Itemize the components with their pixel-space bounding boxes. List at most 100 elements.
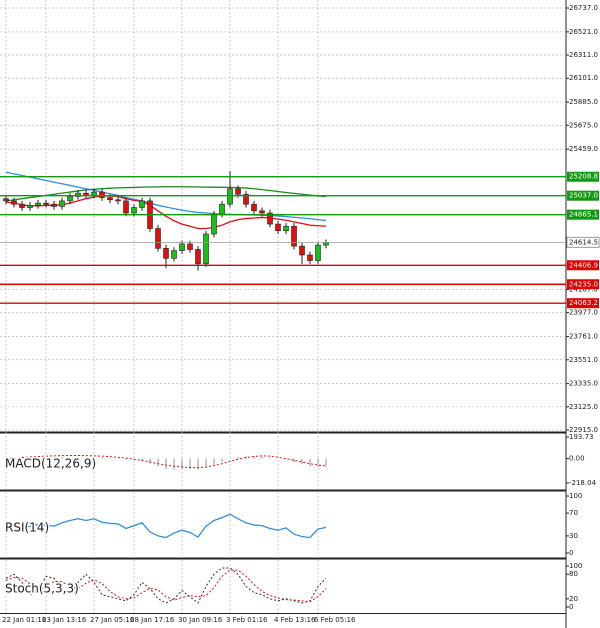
y-tick-label: 26311.0 [569,51,598,59]
y-tick-label: 25675.0 [569,121,598,129]
histogram-bar [237,456,239,459]
y-tick-label: 26101.0 [569,74,598,82]
x-tick-label: 27 Jan 05:16 [90,616,135,624]
histogram-bar [197,458,199,470]
histogram-bar [157,458,159,467]
last-price-box [566,236,600,248]
candle-body [19,203,25,208]
histogram-bar [141,458,143,461]
y-tick-label: 193.73 [569,433,594,441]
candle-body [251,203,257,212]
candle-body [155,228,161,249]
x-tick-label: 30 Jan 09:16 [178,616,223,624]
y-tick-label: 22915.0 [569,426,598,434]
y-tick-label: 23125.0 [569,403,598,411]
y-tick-label: 0 [569,549,573,557]
x-tick-label: 23 Jan 13:16 [42,616,87,624]
candle-body [243,193,249,205]
y-tick-label: 23335.0 [569,380,598,388]
candle-body [195,249,201,265]
candle-body [107,197,113,201]
histogram-bar [213,458,215,465]
histogram-bar [285,458,287,460]
y-tick-label: 23977.0 [569,309,598,317]
candle-body [211,213,217,235]
candle-body [91,191,97,196]
histogram-bar [109,457,111,459]
y-tick-label: 20 [569,595,578,603]
histogram-bar [69,457,71,459]
y-tick-label: 26521.0 [569,28,598,36]
histogram-bar [173,458,175,470]
level-label: 25037.0 [569,192,598,200]
y-tick-label: 100 [569,562,582,570]
histogram-bar [325,458,327,467]
candle-body [163,248,169,259]
y-tick-label: 26737.0 [569,4,598,12]
level-label: 25208.8 [569,173,598,181]
level-label-box [567,190,599,201]
x-tick-label: 4 Feb 13:16 [274,616,316,624]
histogram-bar [37,457,39,459]
level-label-box [567,279,599,290]
y-tick-label: 23761.0 [569,333,598,341]
candle-body [203,233,209,265]
x-tick-label: 3 Feb 01:16 [226,616,268,624]
indicator-line [5,513,327,539]
level-label: 24235.0 [569,280,598,288]
candle-body [179,243,185,251]
histogram-bar [85,456,87,459]
histogram-bar [77,456,79,459]
histogram-bar [269,457,271,459]
panel-title: Stoch(5,3,3) [5,582,79,596]
level-label: 24865.1 [569,211,598,219]
candle-body [123,200,129,214]
candle-body [259,210,265,214]
level-label-box [567,298,599,309]
histogram-bar [261,456,263,459]
candle-body [171,250,177,259]
histogram-bar [125,458,127,460]
histogram-bar [293,458,295,462]
level-label-box [567,209,599,220]
candle-body [323,242,329,246]
histogram-bar [45,457,47,459]
candle-body [51,203,57,207]
indicator-line [5,569,327,603]
candle-body [291,225,297,247]
y-tick-label: 24187.0 [569,286,598,294]
histogram-bar [53,457,55,459]
x-tick-label: 6 Feb 05:16 [314,616,356,624]
candle-body [11,200,17,205]
y-tick-label: 25459.0 [569,145,598,153]
histogram-bar [101,457,103,459]
level-label-box [567,260,599,271]
candle-body [275,223,281,232]
y-tick-label: 100 [569,492,582,500]
histogram-bar [221,458,223,462]
y-tick-label: -218.04 [569,479,597,487]
level-label-box [567,171,599,182]
candle-body [59,200,65,207]
candle-body [99,191,105,198]
y-tick-label: 0 [569,603,573,611]
candle-body [307,254,313,261]
y-tick-label: 80 [569,570,578,578]
level-label: 24063.2 [569,299,598,307]
candle-body [299,245,305,256]
histogram-bar [205,458,207,468]
candle-body [315,244,321,261]
candle-body [227,188,233,205]
candle-body [219,203,225,215]
level-label: 24406.9 [569,261,598,269]
y-tick-label: 30 [569,532,578,540]
candle-body [27,205,33,208]
last-price-label: 24614.5 [569,238,598,246]
panel-title: RSI(14) [5,521,49,535]
candle-body [3,198,9,202]
candle-body [235,188,241,195]
panel-title: MACD(12,26,9) [5,457,96,471]
